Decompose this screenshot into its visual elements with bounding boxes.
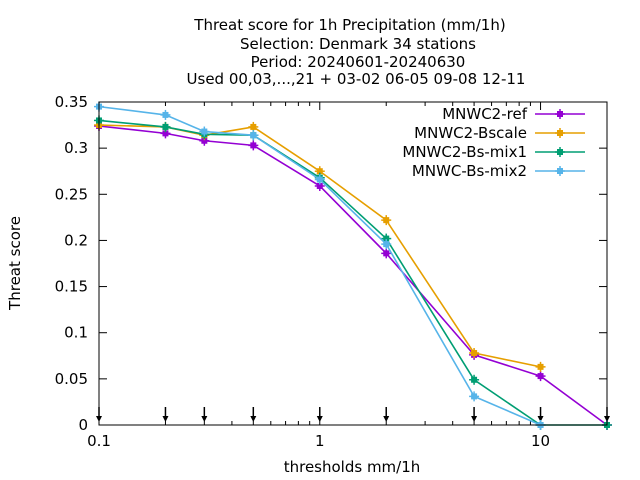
title-line-3: Period: 20240601-20240630 — [251, 53, 466, 71]
y-tick-label: 0.05 — [55, 370, 88, 388]
x-axis-ticks: 0.1 1 10 — [87, 102, 608, 450]
legend-swatch-marker — [555, 128, 565, 138]
y-axis-ticks: 0 0.05 0.1 0.15 0.2 0.25 0.3 0.35 — [55, 93, 607, 434]
legend-entry-mnwc-bs-mix2: MNWC-Bs-mix2 — [412, 162, 585, 180]
data-point — [535, 361, 546, 372]
data-point — [381, 215, 392, 226]
x-tick-label: 10 — [531, 432, 550, 450]
series-layer — [94, 101, 612, 430]
legend-entry-mnwc2-bs-mix1: MNWC2-Bs-mix1 — [402, 143, 585, 161]
series-line-mnwc-bs-mix2 — [98, 105, 541, 426]
data-point — [469, 391, 480, 402]
title-line-1: Threat score for 1h Precipitation (mm/1h… — [193, 16, 505, 34]
series-mnwc2-bs-mix1 — [94, 115, 612, 430]
legend-label: MNWC2-Bscale — [414, 124, 527, 142]
threshold-arrow — [383, 407, 390, 422]
threshold-arrow — [537, 407, 544, 422]
legend-swatch-marker — [555, 147, 565, 157]
y-tick-label: 0 — [78, 416, 88, 434]
threshold-arrow — [471, 407, 478, 422]
data-point — [469, 374, 480, 385]
data-point — [535, 371, 546, 382]
data-point — [160, 121, 171, 132]
series-line-mnwc2-bs-mix1 — [98, 119, 607, 426]
title-line-2: Selection: Denmark 34 stations — [240, 35, 476, 53]
y-tick-label: 0.15 — [55, 278, 88, 296]
series-mnwc2-ref — [94, 120, 612, 430]
legend-label: MNWC2-Bs-mix1 — [402, 143, 527, 161]
y-tick-label: 0.1 — [64, 324, 88, 342]
x-tick-label: 1 — [315, 432, 325, 450]
plot-frame — [98, 101, 608, 426]
chart-title: Threat score for 1h Precipitation (mm/1h… — [187, 16, 526, 88]
data-point — [314, 174, 325, 185]
threshold-arrow — [316, 407, 323, 422]
y-tick-label: 0.35 — [55, 93, 88, 111]
threshold-arrow — [250, 407, 257, 422]
legend-entry-mnwc2-ref: MNWC2-ref — [442, 105, 585, 123]
y-tick-label: 0.2 — [64, 231, 88, 249]
legend-label: MNWC-Bs-mix2 — [412, 162, 527, 180]
data-point — [248, 140, 259, 151]
x-tick-label: 0.1 — [87, 432, 111, 450]
legend-label: MNWC2-ref — [442, 105, 527, 123]
data-point — [381, 239, 392, 250]
data-point — [469, 348, 480, 359]
y-tick-label: 0.25 — [55, 185, 88, 203]
x-axis-label: thresholds mm/1h — [284, 458, 421, 476]
threshold-arrow — [201, 407, 208, 422]
data-point — [248, 130, 259, 141]
legend-swatch-marker — [555, 166, 565, 176]
legend: MNWC2-refMNWC2-BscaleMNWC2-Bs-mix1MNWC-B… — [402, 105, 585, 180]
y-axis-label: Threat score — [6, 216, 24, 311]
legend-entry-mnwc2-bscale: MNWC2-Bscale — [414, 124, 585, 142]
y-tick-label: 0.3 — [64, 139, 88, 157]
series-line-mnwc2-ref — [98, 125, 608, 426]
data-point — [381, 248, 392, 259]
title-line-4: Used 00,03,...,21 + 03-02 06-05 09-08 12… — [187, 70, 526, 88]
threshold-arrow — [162, 407, 169, 422]
data-point — [160, 109, 171, 120]
data-point — [199, 126, 210, 137]
legend-swatch-marker — [555, 109, 565, 119]
